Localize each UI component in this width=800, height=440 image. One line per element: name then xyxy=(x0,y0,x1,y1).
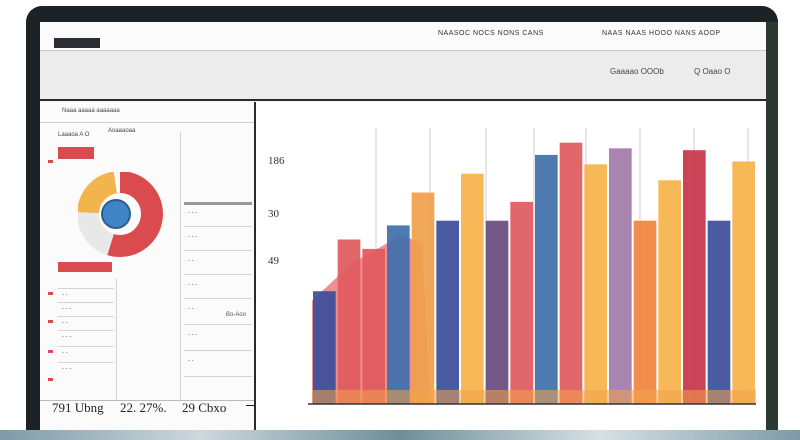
arrow-icon xyxy=(246,405,254,406)
row-marker xyxy=(48,160,53,163)
top-bar-title: NAASOC NOCS NONS CANS xyxy=(438,30,544,37)
chart-bar[interactable] xyxy=(461,173,484,404)
chart-bar[interactable] xyxy=(658,180,681,404)
list-item: - - - xyxy=(62,334,72,340)
donut-slice-red xyxy=(78,172,163,257)
window-edge xyxy=(766,22,778,432)
chart-bar[interactable] xyxy=(387,225,410,404)
y-tick-label: 186 xyxy=(268,155,285,167)
list-item: - - - xyxy=(62,306,72,312)
chart-bar[interactable] xyxy=(683,150,706,404)
row-marker xyxy=(48,292,53,295)
app-window: NAASOC NOCS NONS CANS NAAS NAAS HOOO NAN… xyxy=(40,22,766,432)
bar-chart: 186 30 49 xyxy=(268,128,756,405)
list-item: - - xyxy=(62,320,68,326)
list-item: - - xyxy=(188,358,194,364)
top-bar-status: NAAS NAAS HOOO NANS AOOP xyxy=(602,30,721,37)
sidebar-red-tag[interactable] xyxy=(58,147,94,159)
chart-bar[interactable] xyxy=(337,239,361,405)
donut-chart xyxy=(78,172,163,257)
sidebar-panel: Naaa aaaaa aaaaaaa Laaaoa A O Aoaaaoaa -… xyxy=(40,102,256,432)
sidebar-title: Naaa aaaaa aaaaaaa xyxy=(62,108,120,114)
total-2: 22. 27%. xyxy=(120,400,167,415)
chart-bar[interactable] xyxy=(535,154,558,404)
top-bar: NAASOC NOCS NONS CANS NAAS NAAS HOOO NAN… xyxy=(40,22,766,51)
chart-bar[interactable] xyxy=(510,201,533,404)
row-marker xyxy=(48,350,53,353)
toolbar-search[interactable]: Q Oaao O xyxy=(694,67,731,76)
total-3: 29 Cbxo xyxy=(182,400,227,415)
chart-bar[interactable] xyxy=(707,220,731,404)
row-marker xyxy=(48,378,53,381)
list-item: - - xyxy=(188,258,194,264)
chart-bar[interactable] xyxy=(609,148,632,404)
baseline-band xyxy=(312,390,756,404)
sidebar-scrollbar[interactable] xyxy=(184,202,252,205)
sidebar-red-bar[interactable] xyxy=(58,262,112,272)
chart-bar[interactable] xyxy=(362,248,385,404)
toolbar-filter[interactable]: Gaaaao OOOb xyxy=(610,67,664,76)
donut-slice-gray xyxy=(78,172,163,257)
y-tick-label: 49 xyxy=(268,255,280,267)
sidebar-header: Naaa aaaaa aaaaaaa xyxy=(40,102,254,123)
sidebar-note: Bo-Aoo xyxy=(226,312,247,318)
row-marker xyxy=(48,320,53,323)
toolbar: Gaaaao OOOb Q Oaao O xyxy=(40,51,766,101)
list-item: - - xyxy=(62,350,68,356)
chart-bar[interactable] xyxy=(559,142,583,404)
list-item: - - - xyxy=(188,282,198,288)
chart-bar[interactable] xyxy=(411,192,435,405)
chart-bar[interactable] xyxy=(633,220,657,404)
chart-bar[interactable] xyxy=(436,220,459,404)
chart-bar[interactable] xyxy=(732,161,755,404)
monitor-base xyxy=(0,430,800,440)
total-1: 791 Ubng xyxy=(52,400,104,415)
list-item: - - xyxy=(62,292,68,298)
sidebar-sublabel: Aoaaaoaa xyxy=(108,128,136,134)
donut-center xyxy=(101,199,131,229)
menu-button[interactable] xyxy=(54,38,100,48)
list-item: - - - xyxy=(188,234,198,240)
list-item: - - xyxy=(188,306,194,312)
list-item: - - - xyxy=(62,366,72,372)
list-item: - - - xyxy=(188,210,198,216)
sidebar-label: Laaaoa A O xyxy=(58,132,90,138)
chart-panel: 186 30 49 xyxy=(256,102,766,432)
chart-bar[interactable] xyxy=(313,291,336,404)
totals-bar xyxy=(40,400,254,432)
list-item: - - - xyxy=(188,332,198,338)
y-tick-label: 30 xyxy=(268,208,280,220)
chart-bar[interactable] xyxy=(584,164,607,404)
chart-bar[interactable] xyxy=(485,220,509,404)
